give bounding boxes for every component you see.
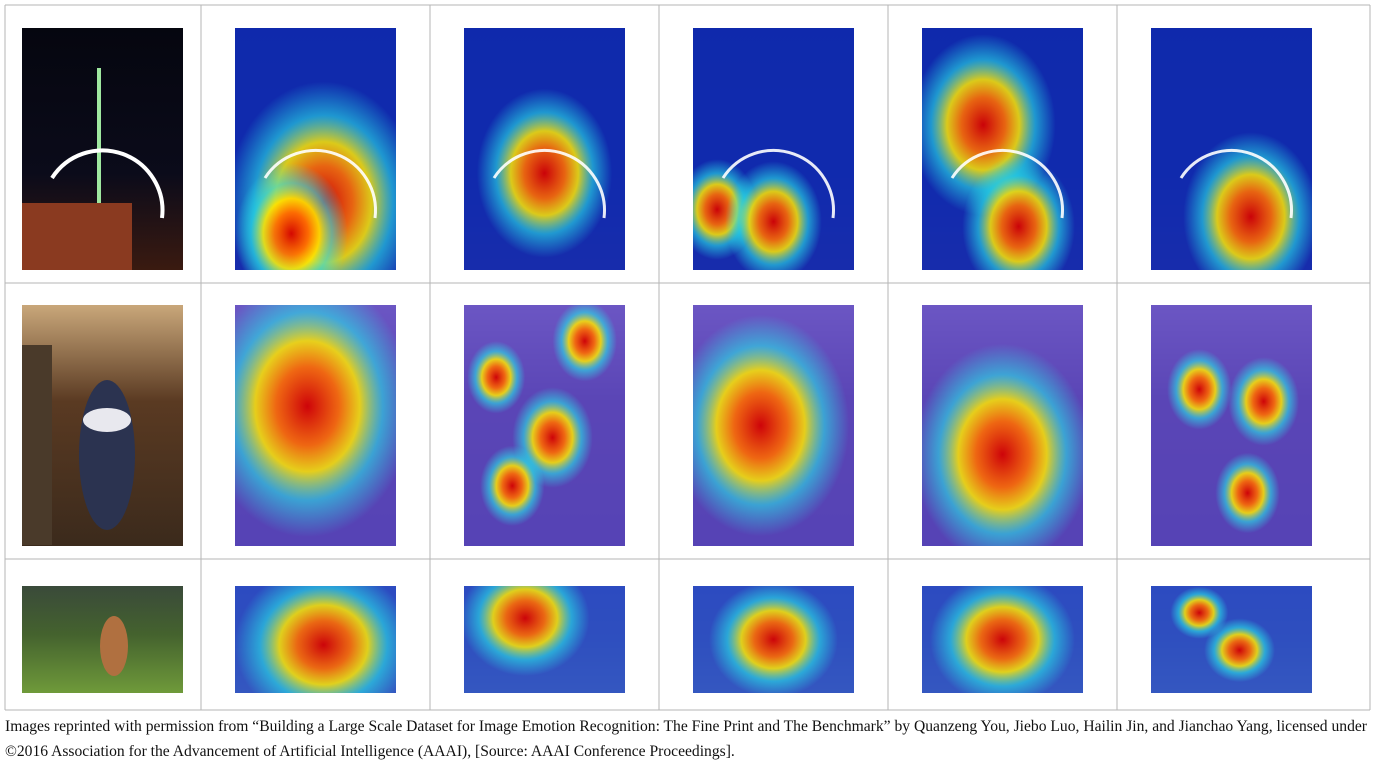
heat-spot [480, 445, 545, 526]
heat-spot [1204, 618, 1275, 683]
figure-grid [4, 4, 1371, 711]
heat-spot [1228, 357, 1300, 446]
light-arc [50, 148, 165, 219]
heat-spot [1170, 586, 1229, 639]
heat-spot [235, 586, 396, 693]
image [22, 586, 183, 693]
image [22, 305, 183, 546]
image [235, 305, 396, 546]
image [693, 28, 854, 270]
light-arc [721, 148, 835, 219]
image [693, 586, 854, 693]
image [464, 28, 625, 270]
heat-spot [235, 305, 396, 537]
heat-spot [709, 586, 838, 693]
image [22, 28, 183, 270]
dog [100, 616, 128, 676]
people [79, 380, 135, 530]
light-arc [1179, 148, 1293, 219]
image [1151, 28, 1312, 270]
heat-spot [1183, 132, 1312, 270]
light-arc [950, 148, 1064, 219]
image [922, 305, 1083, 546]
building [22, 203, 132, 270]
heat-spot [1167, 349, 1232, 430]
heat-spot [235, 163, 348, 270]
image [1151, 586, 1312, 693]
shirt [83, 408, 131, 432]
heat-spot [930, 586, 1075, 693]
heat-spot [467, 341, 526, 414]
heat-spot [922, 343, 1083, 546]
image [464, 586, 625, 693]
tree [22, 345, 52, 545]
heat-spot [464, 586, 590, 677]
image [235, 586, 396, 693]
image [235, 28, 396, 270]
heat-spot [693, 314, 850, 537]
heat-spot [962, 156, 1075, 270]
image [922, 28, 1083, 270]
light-arc [263, 148, 377, 219]
heat-spot [552, 305, 617, 382]
image [922, 586, 1083, 693]
heat-spot [1215, 452, 1280, 534]
image [464, 305, 625, 546]
caption: Images reprinted with permission from “B… [5, 718, 1367, 760]
image [693, 305, 854, 546]
cells [4, 4, 1371, 711]
heat-spot [476, 88, 613, 258]
image [1151, 305, 1312, 546]
light-arc [492, 148, 606, 219]
heat-spot [725, 161, 822, 270]
